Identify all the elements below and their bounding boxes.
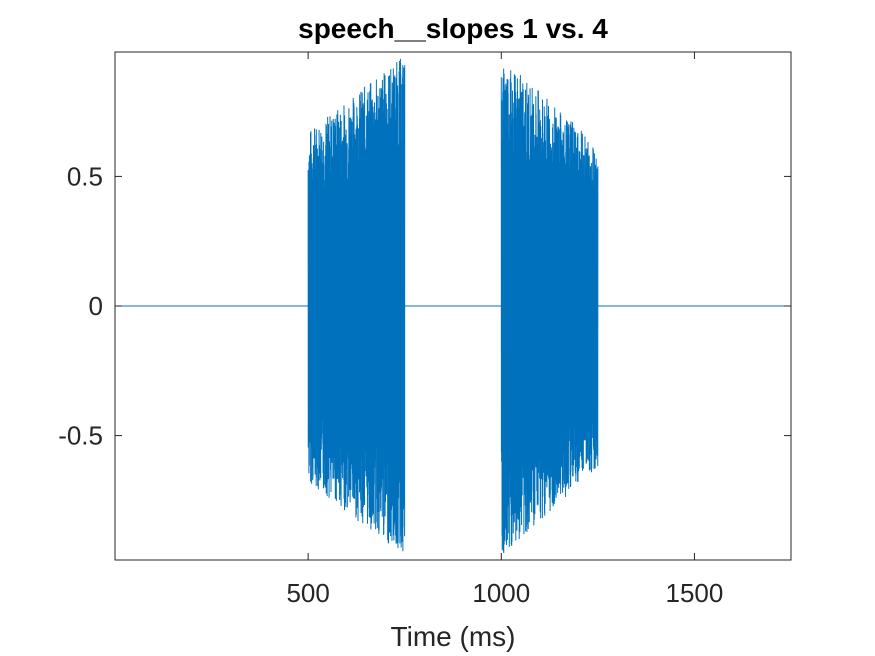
series-burst-1 [307,58,406,552]
x-ticks: 500 1000 1500 [286,52,723,608]
chart-title: speech__slopes 1 vs. 4 [298,13,608,44]
y-tick-label: 0.5 [67,161,103,191]
x-axis-label: Time (ms) [391,621,516,652]
series-layer [115,58,791,553]
x-tick-label: 1000 [472,578,530,608]
y-tick-label: 0 [89,291,103,321]
y-ticks: -0.5 0 0.5 [58,161,791,451]
x-tick-label: 1500 [666,578,724,608]
x-tick-label: 500 [286,578,329,608]
y-tick-label: -0.5 [58,421,103,451]
series-burst-2 [500,68,599,553]
